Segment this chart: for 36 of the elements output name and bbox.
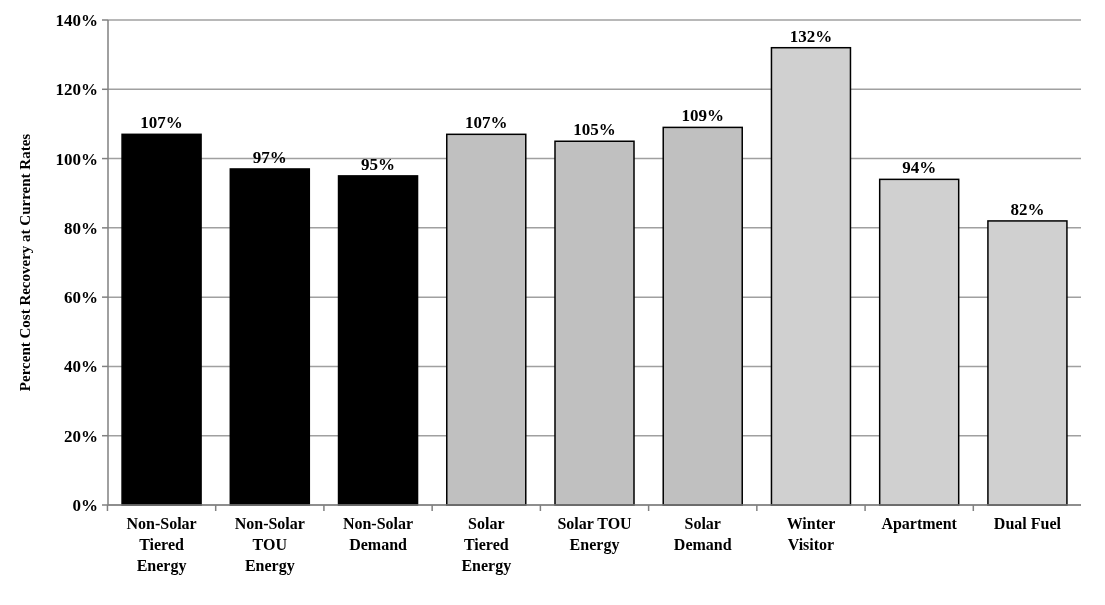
bar — [770, 46, 852, 506]
bar — [662, 126, 743, 506]
x-tick-label: Solar Demand — [673, 515, 732, 553]
x-tick-label: Dual Fuel — [993, 515, 1062, 532]
bar — [121, 133, 202, 506]
y-tick-label: 40% — [64, 357, 98, 377]
data-label: 94% — [902, 158, 937, 178]
bar — [878, 178, 960, 506]
y-tick-label: 100% — [55, 149, 98, 169]
x-tick-label: Apartment — [881, 515, 958, 533]
bar — [446, 133, 527, 506]
y-tick-label: 80% — [64, 218, 98, 238]
bar — [337, 175, 419, 506]
y-axis-title: Percent Cost Recovery at Current Rates — [17, 133, 33, 392]
x-tick-label: Solar Tiered Energy — [461, 515, 512, 575]
x-tick-label: Non-Solar Demand — [342, 515, 414, 553]
y-tick-label: 60% — [64, 288, 98, 308]
data-label: 97% — [252, 147, 287, 167]
data-label: 132% — [789, 26, 833, 46]
data-label: 82% — [1010, 199, 1045, 219]
x-tick-label: Solar TOU Energy — [557, 515, 633, 554]
data-label: 107% — [140, 113, 183, 133]
y-tick-label: 20% — [64, 426, 98, 446]
bar — [987, 220, 1068, 506]
data-label: 107% — [465, 113, 508, 133]
data-label: 105% — [573, 120, 616, 140]
y-tick-label: 140% — [55, 10, 98, 30]
bar — [554, 140, 635, 506]
y-tick-label: 120% — [55, 80, 98, 100]
x-tick-label: Non-Solar Tiered Energy — [126, 515, 197, 575]
y-tick-label: 0% — [72, 495, 98, 515]
data-label: 95% — [361, 154, 396, 174]
x-tick-label: Non-Solar TOU Energy — [234, 515, 305, 575]
x-tick-label: Winter Visitor — [786, 515, 836, 553]
data-label: 109% — [681, 106, 724, 126]
bar — [229, 168, 311, 506]
